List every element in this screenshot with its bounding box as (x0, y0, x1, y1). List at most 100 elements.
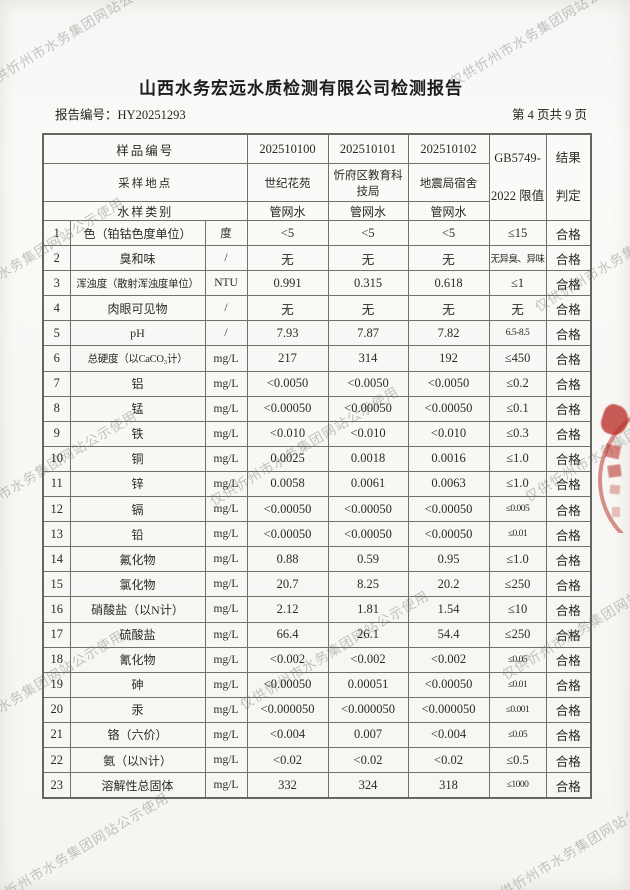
value-sample1: <0.02 (246, 746, 329, 774)
result-label-line1: 结果 (555, 151, 581, 165)
table-row: 8 锰 mg/L <0.00050 <0.00050 <0.00050 ≤0.1 合格 (42, 395, 592, 422)
param-unit: mg/L (204, 721, 248, 748)
param-name: 铁 (69, 420, 206, 447)
value-sample3: 无 (407, 295, 490, 322)
sampling-point: 忻府区教育科技局 (327, 163, 409, 202)
row-number: 10 (42, 445, 71, 472)
value-sample2: 0.315 (327, 270, 409, 297)
param-unit: mg/L (204, 746, 248, 774)
sampling-point-label: 采样地点 (42, 163, 248, 202)
value-sample1: 0.0025 (246, 445, 329, 472)
value-sample3: 0.618 (407, 270, 490, 297)
param-name: pH (69, 320, 206, 347)
limit-value: ≤15 (488, 219, 547, 247)
limit-value: ≤450 (488, 345, 547, 372)
sample-id: 202510100 (246, 133, 329, 164)
value-sample3: <0.000050 (407, 696, 490, 723)
value-sample2: <0.00050 (327, 496, 409, 523)
value-sample2: 0.0061 (327, 470, 409, 498)
value-sample3: 1.54 (407, 596, 490, 623)
limit-value: ≤1000 (488, 772, 547, 799)
result-column-header: 结果 判定 (545, 133, 592, 221)
row-number: 6 (42, 345, 71, 372)
value-sample2: <0.000050 (327, 696, 409, 723)
param-unit: mg/L (204, 420, 248, 447)
value-sample2: <0.010 (327, 420, 409, 447)
param-name: 氨（以N计） (69, 746, 206, 774)
param-unit: mg/L (204, 671, 248, 698)
table-row: 7 铝 mg/L <0.0050 <0.0050 <0.0050 ≤0.2 合格 (42, 370, 592, 397)
value-sample2: <0.02 (327, 746, 409, 774)
result-value: 合格 (545, 621, 592, 648)
result-label-line2: 判定 (555, 189, 581, 203)
param-name: 砷 (69, 671, 206, 698)
value-sample3: <0.004 (407, 721, 490, 748)
param-unit: / (204, 295, 248, 322)
param-unit: mg/L (204, 521, 248, 548)
param-name: 铝 (69, 370, 206, 397)
value-sample1: 332 (246, 772, 329, 799)
page-indicator: 第 4 页共 9 页 (511, 108, 587, 122)
param-name: 铅 (69, 521, 206, 548)
row-number: 16 (42, 596, 71, 623)
table-row: 14 氟化物 mg/L 0.88 0.59 0.95 ≤1.0 合格 (42, 546, 592, 573)
limit-value: ≤0.1 (488, 395, 547, 422)
limit-value: 无异臭、异味 (488, 245, 547, 272)
param-unit: mg/L (204, 370, 248, 397)
table-row: 17 硫酸盐 mg/L 66.4 26.1 54.4 ≤250 合格 (42, 621, 592, 648)
water-type: 管网水 (246, 201, 329, 221)
value-sample1: 0.991 (246, 270, 329, 297)
value-sample1: <0.000050 (246, 696, 329, 723)
limit-value: 6.5-8.5 (488, 320, 547, 347)
table-row: 18 氰化物 mg/L <0.002 <0.002 <0.002 ≤0.05 合格 (42, 646, 592, 673)
value-sample3: <0.0050 (407, 370, 490, 397)
value-sample3: 0.0063 (407, 470, 490, 498)
result-value: 合格 (545, 470, 592, 498)
limit-value: ≤0.05 (488, 721, 547, 748)
table-row: 9 铁 mg/L <0.010 <0.010 <0.010 ≤0.3 合格 (42, 420, 592, 447)
param-unit: mg/L (204, 470, 248, 498)
limit-value: 无 (488, 295, 547, 322)
value-sample1: <0.00050 (246, 671, 329, 698)
result-value: 合格 (545, 345, 592, 372)
result-value: 合格 (545, 746, 592, 774)
row-number: 12 (42, 496, 71, 523)
sampling-point: 地震局宿舍 (407, 163, 490, 202)
value-sample2: 314 (327, 345, 409, 372)
param-name: 溶解性总固体 (69, 772, 206, 799)
result-value: 合格 (545, 571, 592, 598)
param-unit: / (204, 245, 248, 272)
table-row: 3 浑浊度（散射浑浊度单位） NTU 0.991 0.315 0.618 ≤1 合格 (42, 270, 592, 297)
param-unit: mg/L (204, 696, 248, 723)
param-unit: mg/L (204, 345, 248, 372)
value-sample2: 26.1 (327, 621, 409, 648)
limit-value: ≤0.3 (488, 420, 547, 447)
param-name: 肉眼可见物 (69, 295, 206, 322)
value-sample2: 7.87 (327, 320, 409, 347)
report-meta: 报告编号：HY20251293 第 4 页共 9 页 (55, 104, 587, 123)
limit-value: ≤0.01 (488, 521, 547, 548)
value-sample2: <0.00050 (327, 395, 409, 422)
row-number: 19 (42, 671, 71, 698)
report-title: 山西水务宏远水质检测有限公司检测报告 (139, 79, 463, 98)
value-sample2: 无 (327, 295, 409, 322)
report-number: 报告编号：HY20251293 (55, 108, 186, 122)
limit-value: ≤0.05 (488, 646, 547, 673)
value-sample1: 7.93 (246, 320, 329, 347)
table-row: 4 肉眼可见物 / 无无无无合格 (42, 295, 592, 322)
value-sample1: 无 (246, 245, 329, 272)
param-unit: 度 (204, 219, 248, 247)
limit-value: ≤0.001 (488, 696, 547, 723)
param-name: 汞 (69, 696, 206, 723)
value-sample1: 66.4 (246, 621, 329, 648)
table-row: 12 镉 mg/L <0.00050 <0.00050 <0.00050 ≤0.005 合格 (42, 496, 592, 523)
result-value: 合格 (545, 772, 592, 799)
sample-id-label: 样品编号 (42, 133, 248, 164)
value-sample3: 318 (407, 772, 490, 799)
param-name: 总硬度（以CaCO₃计） (69, 345, 206, 372)
table-row: 10 铜 mg/L 0.0025 0.0018 0.0016 ≤1.0 合格 (42, 445, 592, 472)
row-number: 5 (42, 320, 71, 347)
table-row: 22 氨（以N计） mg/L <0.02 <0.02 <0.02 ≤0.5 合格 (42, 746, 592, 774)
param-unit: mg/L (204, 596, 248, 623)
limit-value: ≤0.005 (488, 496, 547, 523)
